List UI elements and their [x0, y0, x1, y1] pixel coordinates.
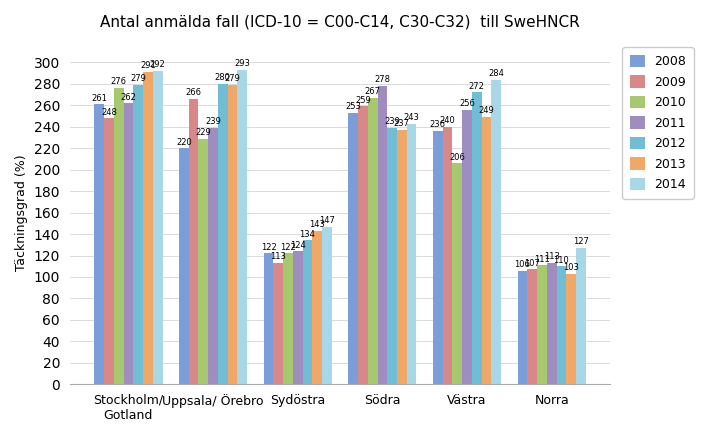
Bar — [407, 124, 416, 384]
Text: 253: 253 — [345, 102, 361, 111]
Text: 103: 103 — [563, 263, 579, 272]
Text: 206: 206 — [450, 153, 465, 162]
Text: 237: 237 — [394, 119, 410, 128]
Text: 248: 248 — [101, 108, 117, 117]
Bar — [472, 92, 481, 384]
Bar — [491, 80, 501, 384]
Text: 113: 113 — [270, 253, 286, 261]
Bar — [238, 70, 247, 384]
Text: 110: 110 — [554, 256, 569, 265]
Bar — [566, 274, 576, 384]
Text: 279: 279 — [225, 74, 240, 83]
Text: 113: 113 — [544, 253, 559, 261]
Bar — [462, 110, 472, 384]
Text: 122: 122 — [261, 243, 277, 252]
Bar — [387, 128, 397, 384]
Title: Antal anmälda fall (ICD-10 = C00-C14, C30-C32)  till SweHNCR: Antal anmälda fall (ICD-10 = C00-C14, C3… — [100, 15, 580, 30]
Text: 106: 106 — [515, 260, 530, 269]
Bar — [218, 84, 228, 384]
Bar — [179, 148, 189, 384]
Bar — [189, 99, 199, 384]
Text: 229: 229 — [196, 128, 211, 137]
Bar — [518, 271, 527, 384]
Text: 143: 143 — [309, 220, 325, 229]
Text: 220: 220 — [176, 138, 191, 146]
Text: 293: 293 — [235, 59, 250, 68]
Bar — [264, 253, 274, 384]
Bar — [358, 106, 368, 384]
Text: 111: 111 — [534, 255, 550, 264]
Text: 256: 256 — [459, 99, 475, 108]
Text: 262: 262 — [121, 93, 136, 101]
Bar — [481, 117, 491, 384]
Bar — [283, 253, 293, 384]
Bar — [576, 248, 586, 384]
Bar — [143, 72, 152, 384]
Text: 276: 276 — [111, 77, 127, 87]
Text: 127: 127 — [573, 237, 589, 246]
Bar — [274, 263, 283, 384]
Bar — [94, 104, 104, 384]
Bar — [152, 71, 162, 384]
Text: 134: 134 — [299, 230, 316, 239]
Text: 240: 240 — [440, 116, 455, 125]
Bar — [228, 85, 238, 384]
Text: 147: 147 — [319, 216, 335, 225]
Text: 239: 239 — [384, 117, 400, 126]
Y-axis label: Täckningsgrad (%): Täckningsgrad (%) — [15, 154, 28, 271]
Bar — [293, 251, 303, 384]
Text: 267: 267 — [364, 87, 381, 96]
Text: 278: 278 — [374, 75, 391, 84]
Bar — [368, 98, 377, 384]
Text: 122: 122 — [280, 243, 296, 252]
Text: 272: 272 — [469, 82, 485, 91]
Text: 259: 259 — [355, 96, 371, 105]
Bar — [322, 226, 332, 384]
Text: 280: 280 — [215, 73, 230, 82]
Text: 261: 261 — [91, 94, 107, 103]
Bar — [104, 118, 114, 384]
Text: 239: 239 — [205, 117, 221, 126]
Text: 292: 292 — [150, 60, 165, 69]
Bar — [199, 139, 208, 384]
Legend: 2008, 2009, 2010, 2011, 2012, 2013, 2014: 2008, 2009, 2010, 2011, 2012, 2013, 2014 — [622, 47, 694, 199]
Bar — [433, 131, 442, 384]
Text: 107: 107 — [525, 259, 540, 268]
Text: 279: 279 — [130, 74, 146, 83]
Bar — [313, 231, 322, 384]
Bar — [114, 88, 123, 384]
Bar — [547, 263, 557, 384]
Bar — [452, 163, 462, 384]
Bar — [348, 113, 358, 384]
Bar — [123, 103, 133, 384]
Bar — [527, 270, 537, 384]
Bar — [442, 127, 452, 384]
Bar — [397, 130, 407, 384]
Text: 291: 291 — [140, 62, 156, 70]
Bar — [537, 265, 547, 384]
Text: 249: 249 — [479, 107, 494, 115]
Bar — [557, 266, 566, 384]
Bar — [377, 86, 387, 384]
Text: 266: 266 — [186, 88, 201, 97]
Bar — [208, 128, 218, 384]
Text: 124: 124 — [290, 241, 306, 250]
Text: 243: 243 — [403, 113, 420, 122]
Bar — [133, 85, 143, 384]
Text: 284: 284 — [489, 69, 504, 78]
Text: 236: 236 — [430, 121, 446, 129]
Bar — [303, 240, 313, 384]
